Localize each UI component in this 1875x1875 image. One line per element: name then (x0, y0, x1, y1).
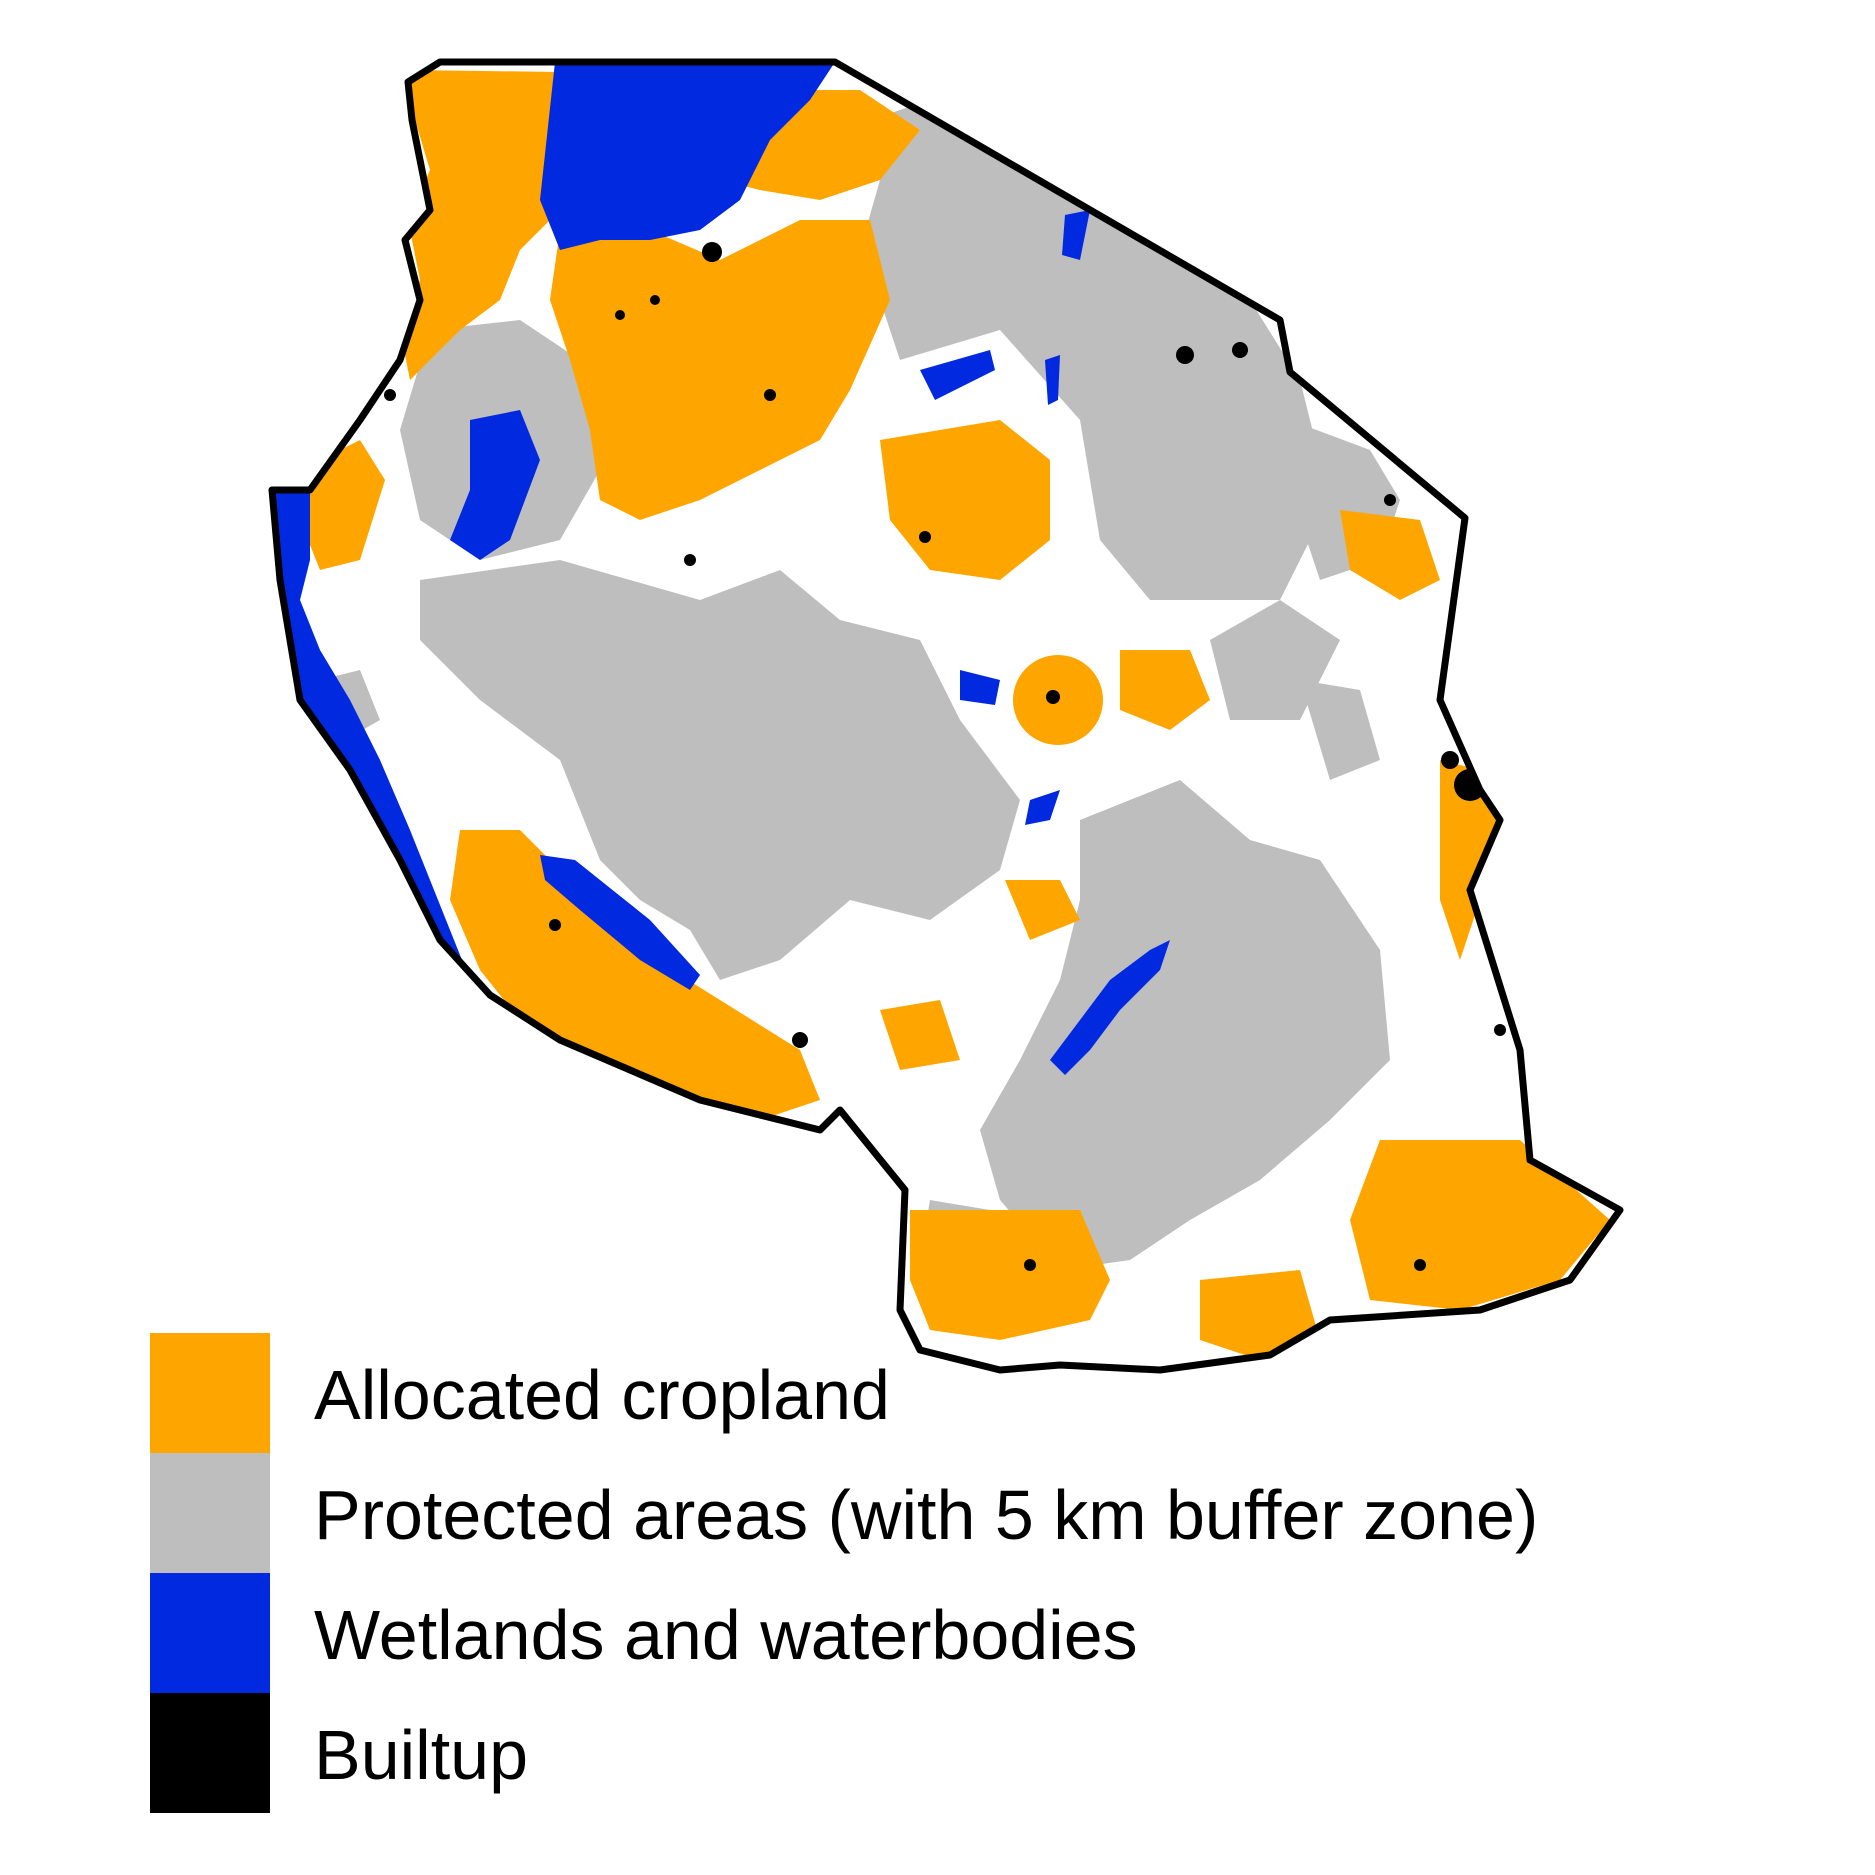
legend-item-protected-areas: Protected areas (with 5 km buffer zone) (150, 1453, 1850, 1573)
cropland-area (1200, 1270, 1320, 1360)
lake-rukwa (540, 855, 700, 990)
cropland-area (400, 70, 570, 380)
small-lake (960, 670, 1000, 705)
builtup-area (1384, 494, 1396, 506)
lake-natron (1062, 210, 1090, 260)
wetlands-layer (272, 62, 1170, 1075)
protected-areas-layer (320, 100, 1400, 1310)
builtup-area (764, 389, 776, 401)
builtup-arusha (1176, 346, 1194, 364)
protected-area (420, 560, 1020, 980)
builtup-mwanza (702, 242, 722, 262)
cropland-area (910, 1210, 1110, 1340)
small-lake (1025, 790, 1060, 825)
builtup-area (1414, 1259, 1426, 1271)
cropland-area (1000, 1270, 1080, 1320)
builtup-area (650, 295, 660, 305)
legend-swatch (150, 1573, 270, 1693)
cropland-area (1340, 510, 1440, 600)
builtup-dodoma (1046, 690, 1060, 704)
builtup-area (549, 919, 561, 931)
builtup-area (792, 1032, 808, 1048)
cropland-area (1440, 760, 1500, 960)
builtup-area (384, 389, 396, 401)
legend-item-wetlands: Wetlands and waterbodies (150, 1573, 1850, 1693)
builtup-area (1024, 1259, 1036, 1271)
legend-swatch (150, 1693, 270, 1813)
legend-swatch (150, 1333, 270, 1453)
protected-area (980, 780, 1390, 1270)
protected-area (1300, 680, 1380, 780)
protected-area (840, 100, 1330, 600)
builtup-area (1494, 1024, 1506, 1036)
cropland-area (880, 1000, 960, 1070)
legend-label: Allocated cropland (314, 1356, 890, 1434)
wetland-strip (1050, 940, 1170, 1075)
lake-tanganyika (272, 490, 470, 990)
lake-manyara (1045, 355, 1060, 405)
lake-eyasi (920, 350, 995, 400)
wetland-strip (450, 410, 540, 560)
legend-label: Protected areas (with 5 km buffer zone) (314, 1476, 1539, 1554)
country-border (268, 58, 1624, 1374)
cropland-area (1120, 650, 1210, 730)
legend-swatch (150, 1453, 270, 1573)
legend-label: Builtup (314, 1716, 529, 1794)
cropland-area (1005, 880, 1080, 940)
cropland-area (450, 830, 820, 1120)
builtup-area (919, 531, 931, 543)
lake-victoria (540, 62, 835, 250)
builtup-area (1441, 751, 1459, 769)
legend-item-builtup: Builtup (150, 1693, 1850, 1813)
builtup-area (684, 554, 696, 566)
country-map-area (272, 62, 1620, 1370)
cropland-area (1350, 1140, 1610, 1310)
legend-item-cropland: Allocated cropland (150, 1333, 1850, 1453)
cropland-area (550, 220, 890, 520)
builtup-area (615, 310, 625, 320)
map-legend: Allocated cropland Protected areas (with … (150, 1333, 1850, 1813)
legend-label: Wetlands and waterbodies (314, 1596, 1138, 1674)
builtup-area (1232, 342, 1248, 358)
